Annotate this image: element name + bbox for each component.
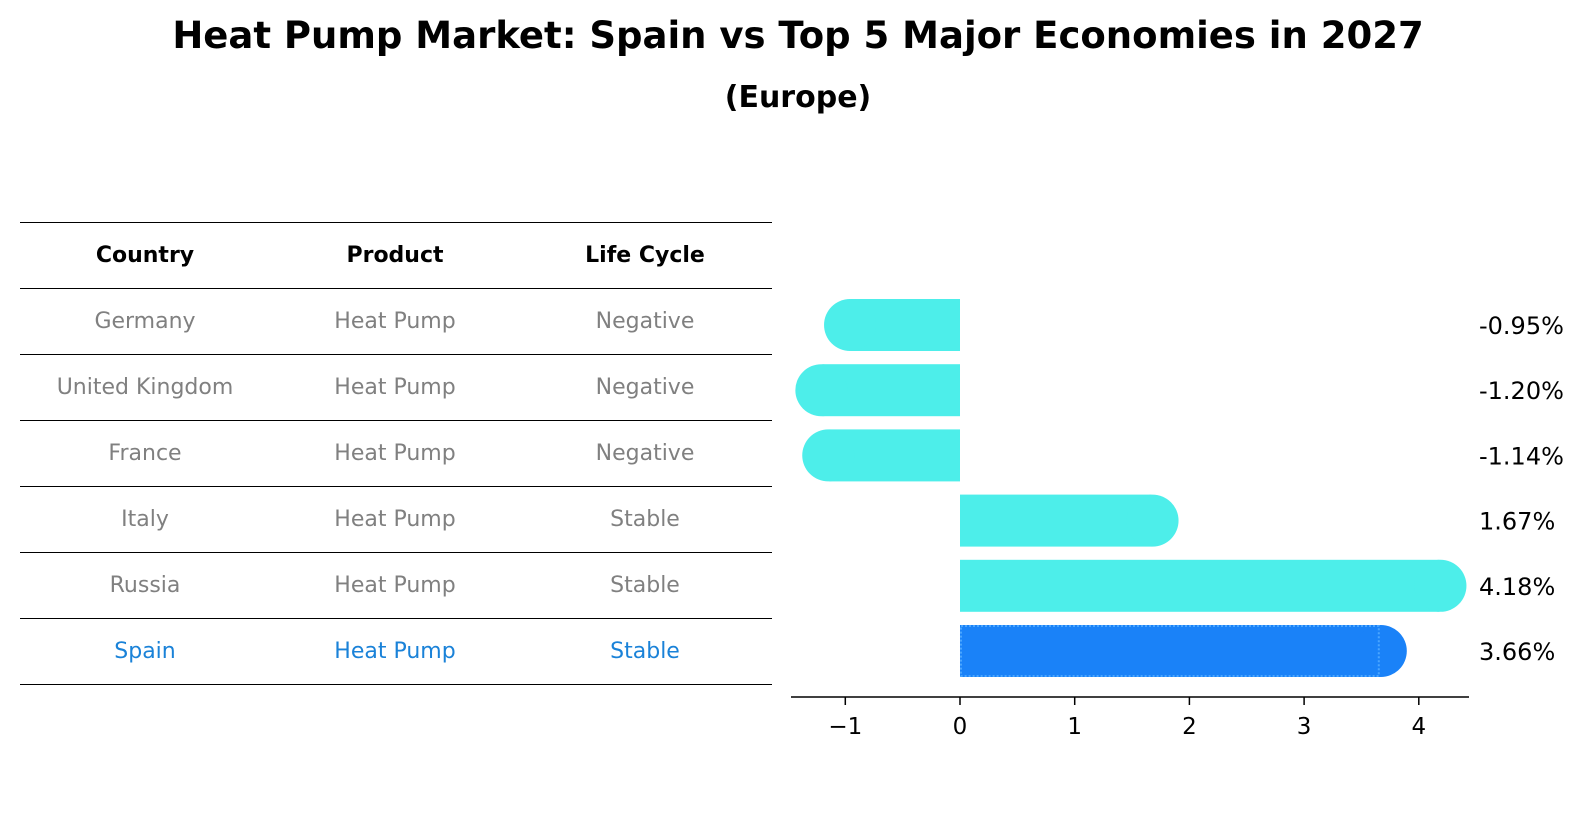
x-tick-label: 2: [1182, 714, 1197, 740]
value-label: 1.67%: [1479, 508, 1555, 536]
table-header-row: Country Product Life Cycle: [20, 222, 772, 288]
country-cell: United Kingdom: [56, 375, 234, 400]
table-row-highlighted: Spain Heat Pump Stable: [20, 618, 772, 685]
product-cell: Heat Pump: [334, 375, 456, 400]
life-cycle-cell: Stable: [610, 639, 680, 664]
product-cell: Heat Pump: [334, 639, 456, 664]
header-life-cycle: Life Cycle: [585, 243, 705, 268]
header-country: Country: [95, 243, 195, 268]
product-cell: Heat Pump: [334, 573, 456, 598]
x-tick-label: 3: [1297, 714, 1312, 740]
life-cycle-cell: Negative: [595, 309, 695, 334]
table-row: France Heat Pump Negative: [20, 420, 772, 486]
table-row: Italy Heat Pump Stable: [20, 486, 772, 552]
life-cycle-cell: Negative: [595, 441, 695, 466]
bar-cap: [802, 429, 855, 482]
country-cell: Spain: [114, 639, 176, 664]
table-row: Germany Heat Pump Negative: [20, 288, 772, 354]
bar-highlight-outline: [960, 625, 1380, 677]
bar-cap: [1126, 494, 1179, 547]
bar-cap: [1354, 625, 1407, 677]
country-cell: Italy: [121, 507, 169, 532]
life-cycle-cell: Stable: [610, 573, 680, 598]
bar-cap: [824, 299, 877, 351]
x-tick-label: 4: [1411, 714, 1426, 740]
product-cell: Heat Pump: [334, 441, 456, 466]
chart-title: Heat Pump Market: Spain vs Top 5 Major E…: [172, 14, 1424, 57]
chart-subtitle: (Europe): [724, 80, 872, 115]
country-cell: Russia: [109, 573, 181, 598]
life-cycle-cell: Negative: [595, 375, 695, 400]
x-tick-label: 0: [953, 714, 968, 740]
table-row: Russia Heat Pump Stable: [20, 552, 772, 618]
product-cell: Heat Pump: [334, 507, 456, 532]
bar-russia: [960, 559, 1440, 612]
country-cell: France: [108, 441, 182, 466]
product-cell: Heat Pump: [334, 309, 456, 334]
value-label: -1.14%: [1479, 442, 1564, 470]
header-product: Product: [346, 243, 444, 268]
country-cell: Germany: [94, 309, 196, 334]
value-label: 4.18%: [1479, 573, 1555, 601]
value-label: -0.95%: [1479, 312, 1564, 340]
life-cycle-cell: Stable: [610, 507, 680, 532]
value-label: 3.66%: [1479, 638, 1555, 666]
country-table: Country Product Life Cycle Germany Heat …: [20, 222, 772, 685]
bar-cap: [795, 364, 848, 417]
value-label: -1.20%: [1479, 377, 1564, 405]
bar-spain: [960, 625, 1380, 677]
x-tick-label: 1: [1067, 714, 1082, 740]
bar-cap: [1414, 559, 1467, 612]
x-tick-label: −1: [828, 714, 862, 740]
table-row: United Kingdom Heat Pump Negative: [20, 354, 772, 420]
bar-italy: [960, 494, 1152, 547]
